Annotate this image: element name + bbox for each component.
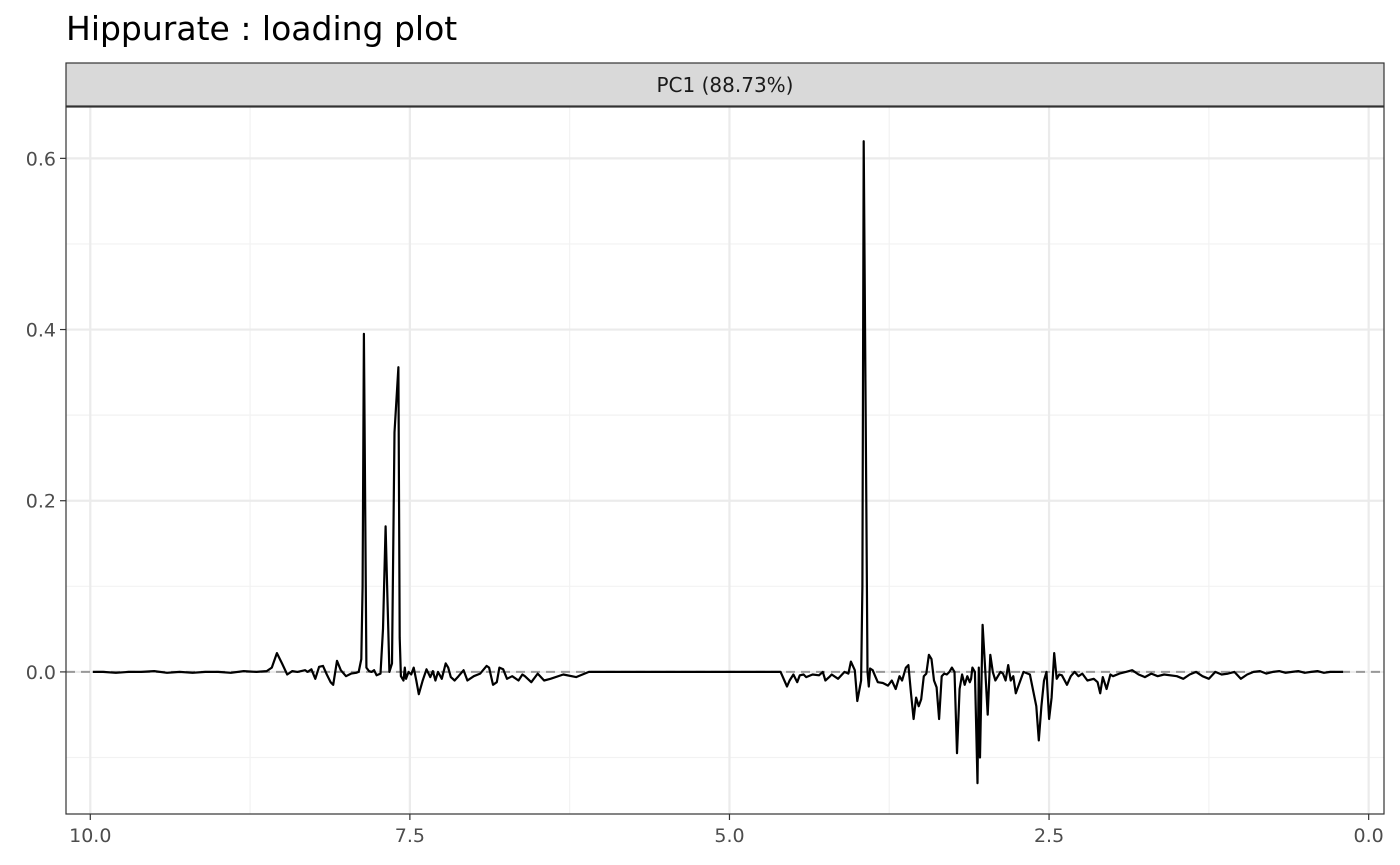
y-tick-label-2: 0.4 (26, 320, 56, 342)
y-tick-label-1: 0.2 (26, 491, 56, 513)
y-tick-label-3: 0.6 (26, 148, 56, 170)
x-tick-label-2: 5.0 (714, 825, 744, 847)
facet-strip-label: PC1 (88.73%) (657, 73, 794, 97)
y-axis: 0.0 0.2 0.4 0.6 (26, 148, 66, 684)
x-axis: 10.0 7.5 5.0 2.5 0.0 (69, 814, 1384, 847)
x-tick-label-3: 2.5 (1034, 825, 1064, 847)
chart-title: Hippurate : loading plot (66, 9, 457, 48)
x-tick-label-4: 0.0 (1354, 825, 1384, 847)
y-tick-label-0: 0.0 (26, 662, 56, 684)
x-tick-label-1: 7.5 (395, 825, 425, 847)
x-tick-label-0: 10.0 (69, 825, 111, 847)
plot-panel (66, 107, 1384, 814)
